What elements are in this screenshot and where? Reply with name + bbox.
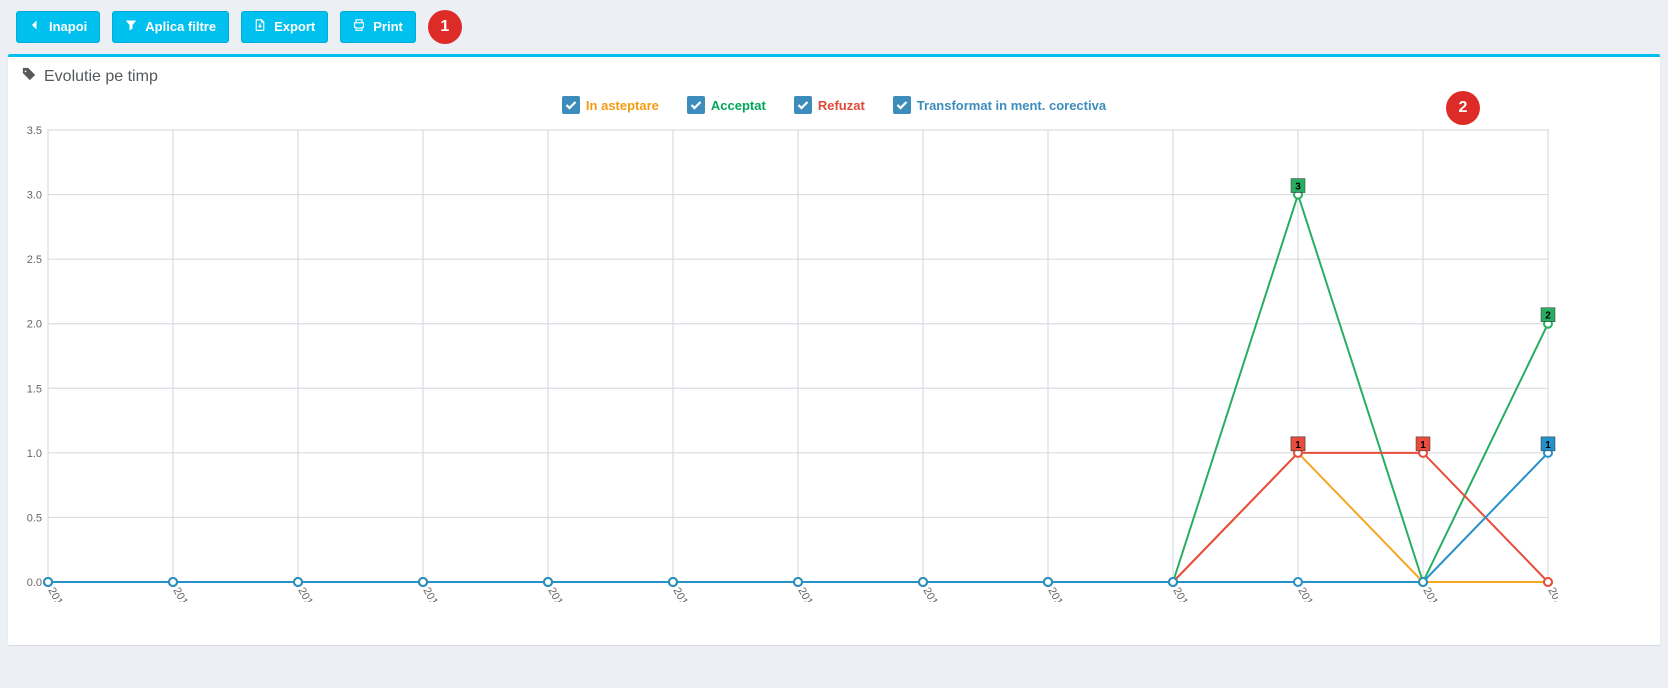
svg-text:0.5: 0.5 [27, 512, 42, 524]
legend-item-in-asteptare[interactable]: In asteptare [562, 96, 659, 114]
svg-text:1: 1 [1545, 440, 1551, 451]
export-icon [254, 18, 266, 36]
svg-text:3: 3 [1295, 182, 1301, 193]
svg-text:2.5: 2.5 [27, 254, 42, 266]
print-button[interactable]: Print [340, 11, 416, 43]
svg-text:2017/08: 2017/08 [795, 586, 825, 603]
print-icon [353, 18, 365, 36]
legend-item-refuzat[interactable]: Refuzat [794, 96, 865, 114]
filter-icon [125, 18, 137, 36]
tag-icon [22, 67, 36, 86]
svg-text:1.0: 1.0 [27, 448, 42, 460]
back-button-label: Inapoi [49, 18, 87, 36]
checkbox-checked-icon [687, 96, 705, 114]
svg-text:3.5: 3.5 [27, 125, 42, 137]
svg-text:3.0: 3.0 [27, 190, 42, 202]
svg-text:2017/04: 2017/04 [295, 586, 325, 603]
legend-item-corectiva[interactable]: Transformat in ment. corectiva [893, 96, 1106, 114]
legend-label: Acceptat [711, 98, 766, 113]
svg-text:2017/11: 2017/11 [1170, 586, 1200, 603]
svg-text:2017/02: 2017/02 [45, 586, 75, 603]
svg-text:2.0: 2.0 [27, 319, 42, 331]
checkbox-checked-icon [794, 96, 812, 114]
export-label: Export [274, 18, 315, 36]
svg-text:2: 2 [1545, 311, 1551, 322]
svg-text:2017/05: 2017/05 [420, 586, 450, 603]
svg-text:2017/09: 2017/09 [920, 586, 950, 603]
chart-panel: Evolutie pe timp In asteptare Acceptat R… [8, 54, 1660, 645]
legend-label: In asteptare [586, 98, 659, 113]
chart-area: 0.0 0.5 1.0 1.5 2.0 2.5 3.0 3.5 2017/02 2017/03 20… [8, 122, 1660, 645]
checkbox-checked-icon [562, 96, 580, 114]
annotation-badge-1: 1 [428, 10, 462, 44]
svg-text:0.0: 0.0 [27, 577, 42, 589]
svg-text:2017/10: 2017/10 [1045, 586, 1075, 603]
legend-item-acceptat[interactable]: Acceptat [687, 96, 766, 114]
svg-text:2018/02: 2018/02 [1545, 586, 1558, 603]
back-button[interactable]: Inapoi [16, 11, 100, 43]
svg-text:2017/03: 2017/03 [170, 586, 200, 603]
panel-title: Evolutie pe timp [44, 68, 158, 86]
svg-text:2017/12: 2017/12 [1295, 586, 1325, 603]
svg-text:1.5: 1.5 [27, 383, 42, 395]
chart-legend: In asteptare Acceptat Refuzat Transforma… [8, 90, 1660, 122]
legend-label: Transformat in ment. corectiva [917, 98, 1106, 113]
print-label: Print [373, 18, 403, 36]
legend-label: Refuzat [818, 98, 865, 113]
apply-filters-button[interactable]: Aplica filtre [112, 11, 229, 43]
line-chart[interactable]: 0.0 0.5 1.0 1.5 2.0 2.5 3.0 3.5 2017/02 2017/03 20… [18, 122, 1558, 602]
apply-filters-label: Aplica filtre [145, 18, 216, 36]
export-button[interactable]: Export [241, 11, 328, 43]
annotation-badge-2: 2 [1446, 91, 1480, 125]
svg-text:1: 1 [1420, 440, 1426, 451]
arrow-left-icon [29, 18, 41, 36]
svg-text:2018/01: 2018/01 [1420, 586, 1450, 603]
checkbox-checked-icon [893, 96, 911, 114]
svg-text:1: 1 [1295, 440, 1301, 451]
toolbar: Inapoi Aplica filtre Export Print 1 [0, 0, 1668, 54]
svg-text:2017/06: 2017/06 [545, 586, 575, 603]
svg-text:2017/07: 2017/07 [670, 586, 700, 603]
panel-header: Evolutie pe timp [8, 57, 1660, 90]
